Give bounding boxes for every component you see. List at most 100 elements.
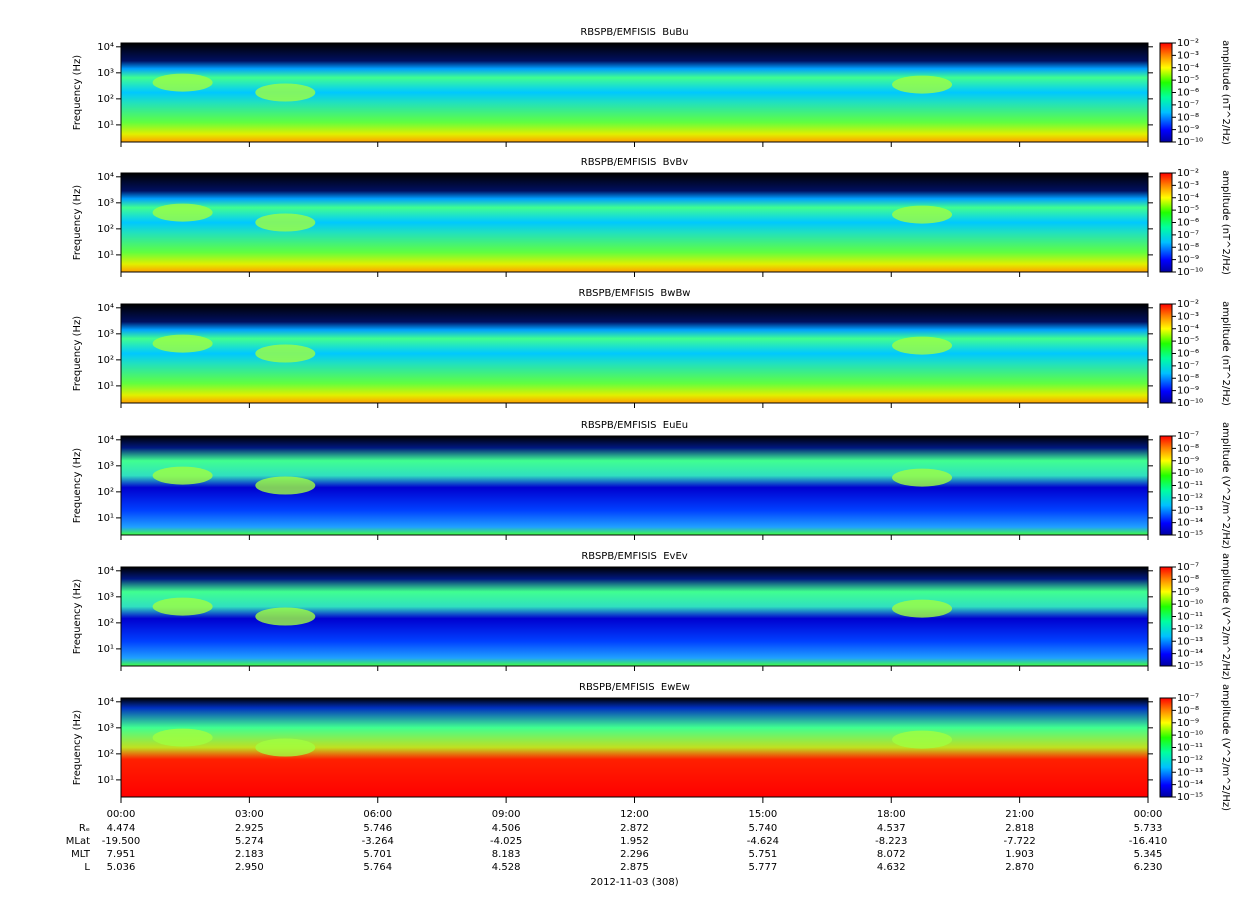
colorbar-tick-label: 10⁻¹³ — [1177, 767, 1203, 778]
emission — [892, 599, 953, 618]
ephemeris-value: 8.072 — [877, 849, 906, 860]
ephemeris-value: -3.264 — [362, 836, 394, 847]
colorbar-tick-label: 10⁻⁴ — [1177, 63, 1199, 74]
y-tick-label: 10² — [97, 224, 114, 235]
colorbar-tick-label: 10⁻¹⁴ — [1177, 780, 1203, 791]
colorbar-tick-label: 10⁻⁹ — [1177, 456, 1199, 467]
colorbar-tick-label: 10⁻³ — [1177, 311, 1199, 322]
y-tick-label: 10¹ — [97, 381, 114, 392]
colorbar — [1159, 303, 1173, 404]
colorbar-tick-label: 10⁻⁹ — [1177, 125, 1199, 136]
y-tick-label: 10⁴ — [97, 435, 114, 446]
y-axis-label: Frequency (Hz) — [72, 185, 83, 261]
y-tick-label: 10¹ — [97, 250, 114, 261]
ephemeris-value: 2.875 — [620, 862, 649, 873]
ephemeris-value: 2.183 — [235, 849, 264, 860]
colorbar-tick-label: 10⁻⁹ — [1177, 255, 1199, 266]
colorbar-tick-label: 10⁻³ — [1177, 50, 1199, 61]
colorbar-tick-label: 10⁻⁴ — [1177, 324, 1199, 335]
colorbar-tick-label: 10⁻⁶ — [1177, 88, 1199, 99]
colorbar-tick-label: 10⁻⁸ — [1177, 443, 1199, 454]
emission — [255, 476, 316, 495]
colorbar-tick-label: 10⁻⁴ — [1177, 193, 1199, 204]
colorbar-tick-label: 10⁻⁹ — [1177, 386, 1199, 397]
y-tick-label: 10³ — [97, 723, 114, 734]
y-tick-label: 10¹ — [97, 120, 114, 131]
colorbar-label: amplitude (nT^2/Hz) — [1220, 170, 1231, 275]
emission — [152, 597, 213, 616]
x-tick-label: 03:00 — [235, 809, 264, 820]
ephemeris-value: 1.903 — [1005, 849, 1034, 860]
x-tick-label: 15:00 — [748, 809, 777, 820]
panel-title: RBSPB/EMFISIS BwBw — [579, 288, 691, 299]
y-tick-label: 10³ — [97, 329, 114, 340]
panels: RBSPB/EMFISIS BuBu Frequency (Hz) 10¹ 10² 10… — [66, 27, 1231, 888]
x-tick-label: 18:00 — [877, 809, 906, 820]
colorbar-tick-label: 10⁻⁸ — [1177, 373, 1199, 384]
y-tick-label: 10² — [97, 94, 114, 105]
colorbar-tick-label: 10⁻⁵ — [1177, 75, 1199, 86]
colorbar-tick-label: 10⁻³ — [1177, 180, 1199, 191]
y-axis-label: Frequency (Hz) — [72, 710, 83, 786]
y-axis-label: Frequency (Hz) — [72, 448, 83, 524]
panel-title: RBSPB/EMFISIS BuBu — [580, 27, 688, 38]
ephemeris-value: 2.818 — [1005, 823, 1034, 834]
ephemeris-value: 4.537 — [877, 823, 906, 834]
colorbar-tick-label: 10⁻⁶ — [1177, 218, 1199, 229]
ephemeris-value: 5.274 — [235, 836, 264, 847]
x-tick-label: 00:00 — [1134, 809, 1163, 820]
colorbar-tick-label: 10⁻⁹ — [1177, 718, 1199, 729]
colorbar — [1159, 172, 1173, 273]
ephemeris-value: 5.746 — [363, 823, 392, 834]
y-axis-label: Frequency (Hz) — [72, 579, 83, 655]
emission — [255, 738, 316, 757]
panel-title: RBSPB/EMFISIS EwEw — [579, 682, 690, 693]
emission — [892, 205, 953, 224]
colorbar-tick-label: 10⁻¹⁰ — [1177, 599, 1203, 610]
ephemeris-value: 5.777 — [749, 862, 778, 873]
ephemeris-name: L — [84, 862, 90, 873]
panel-title: RBSPB/EMFISIS EuEu — [581, 420, 688, 431]
x-tick-label: 21:00 — [1005, 809, 1034, 820]
ephemeris-value: 5.345 — [1134, 849, 1163, 860]
emission — [892, 336, 953, 355]
y-axis-label: Frequency (Hz) — [72, 316, 83, 392]
ephemeris-value: 5.733 — [1134, 823, 1163, 834]
colorbar-tick-label: 10⁻¹⁵ — [1177, 530, 1203, 541]
ephemeris-name: Rₑ — [79, 823, 90, 834]
colorbar-tick-label: 10⁻⁷ — [1177, 361, 1199, 372]
y-tick-label: 10³ — [97, 198, 114, 209]
emission — [255, 83, 316, 102]
emission — [152, 334, 213, 353]
y-tick-label: 10¹ — [97, 513, 114, 524]
ephemeris-name: MLT — [71, 849, 91, 860]
colorbar-tick-label: 10⁻⁷ — [1177, 431, 1199, 442]
y-tick-label: 10³ — [97, 68, 114, 79]
colorbar — [1159, 42, 1173, 143]
ephemeris-value: 5.740 — [749, 823, 778, 834]
colorbar-tick-label: 10⁻¹⁰ — [1177, 137, 1203, 148]
ephemeris-name: MLat — [66, 836, 90, 847]
ephemeris-value: -4.624 — [747, 836, 779, 847]
y-axis-label: Frequency (Hz) — [72, 55, 83, 131]
colorbar-label: amplitude (V^2/m^2/Hz) — [1220, 684, 1231, 811]
y-tick-label: 10⁴ — [97, 566, 114, 577]
colorbar-tick-label: 10⁻¹² — [1177, 755, 1203, 766]
ephemeris-value: 5.036 — [107, 862, 136, 873]
colorbar-tick-label: 10⁻⁸ — [1177, 574, 1199, 585]
y-tick-label: 10³ — [97, 592, 114, 603]
colorbar-tick-label: 10⁻¹² — [1177, 624, 1203, 635]
x-tick-label: 06:00 — [363, 809, 392, 820]
x-tick-label: 12:00 — [620, 809, 649, 820]
colorbar — [1159, 566, 1173, 667]
ephemeris-value: 2.950 — [235, 862, 264, 873]
colorbar-tick-label: 10⁻¹² — [1177, 493, 1203, 504]
panel-title: RBSPB/EMFISIS EvEv — [581, 551, 687, 562]
panel-title: RBSPB/EMFISIS BvBv — [581, 157, 689, 168]
x-tick-label: 00:00 — [107, 809, 136, 820]
emission — [892, 730, 953, 749]
colorbar-tick-label: 10⁻² — [1177, 168, 1199, 179]
ephemeris-value: 5.701 — [363, 849, 392, 860]
y-tick-label: 10³ — [97, 461, 114, 472]
